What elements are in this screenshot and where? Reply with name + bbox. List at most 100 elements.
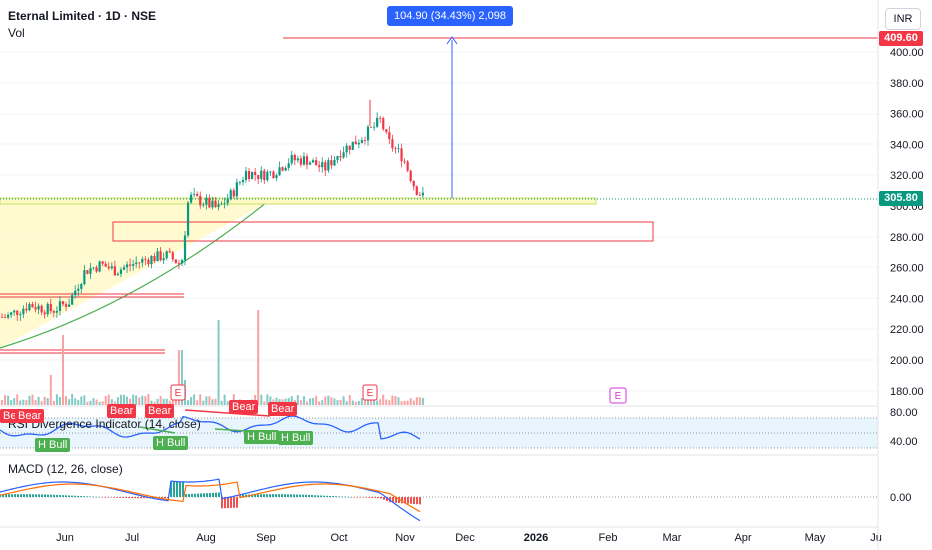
macd-histogram-bar [377, 497, 379, 499]
volume-bar [104, 395, 107, 405]
macd-histogram-bar [77, 495, 79, 497]
macd-histogram-bar [416, 497, 418, 505]
macd-histogram-bar [203, 493, 205, 497]
time-axis: Jun Jul Aug Sep Oct Nov Dec 2026 Feb Mar Apr May Ju [56, 532, 882, 544]
macd-histogram-bar [104, 497, 106, 498]
earnings-label: E [367, 388, 374, 399]
candle-body [147, 259, 150, 265]
y-tick-label: 220.00 [890, 324, 924, 336]
candle-body [287, 163, 290, 168]
x-tick-label: Nov [395, 532, 415, 544]
volume-bar [68, 399, 71, 405]
macd-histogram-bar [362, 497, 364, 498]
candle-body [348, 145, 351, 150]
volume-bar [46, 398, 49, 405]
macd-histogram-bar [209, 492, 211, 497]
macd-histogram-bar [329, 495, 331, 497]
volume-bar [391, 395, 394, 405]
candle-body [244, 171, 248, 180]
candle-body [141, 258, 144, 263]
candle-body [190, 194, 193, 203]
candle-body [302, 156, 306, 165]
candle-body [299, 158, 302, 165]
macd-histogram-bar [92, 496, 94, 498]
support-curve [0, 197, 273, 349]
candle-body [223, 203, 226, 205]
macd-histogram-bar [47, 494, 49, 497]
earnings-marker-feb: E [609, 387, 627, 404]
volume-bar [232, 394, 235, 405]
candle-body [342, 152, 345, 158]
macd-histogram-bar [296, 494, 298, 497]
candle-body [211, 200, 214, 208]
macd-histogram-bar [215, 492, 217, 497]
volume-bar [351, 400, 354, 405]
candle-body [266, 171, 269, 181]
candle-body [229, 190, 232, 200]
candle-body [92, 267, 95, 269]
macd-histogram-bar [290, 494, 292, 497]
candle-body [232, 190, 235, 197]
candle-body [351, 141, 354, 150]
macd-histogram-bar [29, 494, 31, 497]
y-tick-label: 320.00 [890, 170, 924, 182]
rsi-indicator-label[interactable]: RSI Divergence Indicator (14, close) [8, 417, 201, 431]
y-tick-label: 360.00 [890, 109, 924, 121]
price-axis: 180.00200.00220.00240.00260.00280.00300.… [890, 47, 924, 504]
volume-bar [333, 398, 336, 405]
macd-histogram-bar [386, 497, 388, 501]
macd-histogram-bar [173, 481, 175, 497]
candle-body [272, 171, 275, 179]
candle-body [113, 266, 116, 276]
macd-histogram-bar [230, 497, 232, 508]
x-tick-label: Dec [455, 532, 475, 544]
rsi-tick-label: 40.00 [890, 436, 918, 448]
macd-histogram-bar [350, 496, 352, 498]
volume-bar [55, 394, 58, 405]
candle-body [345, 145, 348, 153]
volume-bar [312, 398, 315, 405]
candle-body [412, 180, 415, 187]
candle-body [400, 148, 403, 162]
macd-histogram-bar [38, 494, 40, 497]
candle-body [40, 305, 43, 313]
macd-histogram-bar [284, 494, 286, 497]
candle-body [284, 167, 287, 171]
macd-histogram-bar [332, 496, 334, 497]
macd-indicator-label[interactable]: MACD (12, 26, close) [8, 462, 123, 476]
macd-histogram-bar [8, 494, 10, 497]
volume-bar [58, 396, 61, 405]
volume-bar [309, 398, 312, 405]
macd-histogram-bar [143, 497, 145, 499]
candle-body [257, 174, 260, 179]
candle-body [376, 117, 379, 127]
volume-bar [107, 394, 110, 405]
volume-bar [220, 400, 223, 405]
candle-body [71, 295, 74, 305]
candle-body [391, 139, 394, 149]
volume-bar [1, 400, 3, 405]
macd-histogram-bar [26, 494, 28, 497]
volume-bar [360, 398, 363, 405]
volume-bar [126, 396, 129, 405]
candle-body [168, 251, 171, 253]
volume-bar [138, 397, 141, 405]
volume-bar [205, 396, 208, 405]
candle-body [31, 304, 34, 308]
y-tick-label: 280.00 [890, 232, 924, 244]
candle-body [19, 314, 22, 316]
currency-button[interactable]: INR [885, 8, 921, 30]
candle-body [34, 307, 37, 310]
macd-histogram-bar [50, 494, 52, 497]
volume-bar [306, 401, 308, 405]
macd-histogram-bar [263, 494, 265, 497]
volume-bar [123, 394, 125, 405]
macd-histogram-bar [131, 497, 133, 499]
volume-bar [62, 335, 64, 405]
symbol-title[interactable]: Eternal Limited · 1D · NSE [8, 9, 157, 23]
volume-label: Vol [8, 26, 25, 40]
candle-body [61, 301, 65, 305]
candle-body [58, 301, 62, 311]
measure-label: 104.90 (34.43%) 2,098 [387, 6, 513, 26]
